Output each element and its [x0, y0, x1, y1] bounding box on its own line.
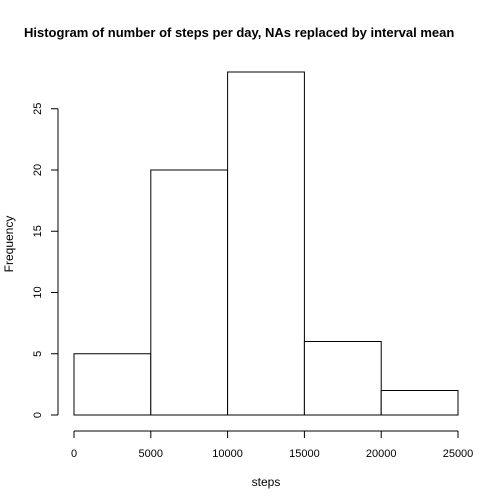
x-axis-label: steps — [252, 475, 281, 489]
chart-title: Histogram of number of steps per day, NA… — [24, 25, 454, 40]
y-tick-label-0: 0 — [32, 412, 44, 418]
y-tick-label-2: 10 — [32, 286, 44, 298]
bars-group — [73, 71, 459, 416]
y-tick-label-4: 20 — [32, 164, 44, 176]
x-tick-label-5: 25000 — [443, 448, 474, 460]
histogram-bar-4 — [380, 390, 459, 416]
x-axis: 0 5000 10000 15000 20000 25000 — [71, 430, 474, 460]
x-tick-label-2: 10000 — [212, 448, 243, 460]
x-tick-label-3: 15000 — [289, 448, 320, 460]
y-tick-label-1: 5 — [32, 351, 44, 357]
y-tick-label-3: 15 — [32, 225, 44, 237]
y-axis: 0 5 10 15 20 25 — [32, 103, 59, 418]
histogram-bar-0 — [73, 353, 152, 416]
histogram-bar-3 — [303, 341, 382, 416]
x-tick-label-0: 0 — [71, 448, 77, 460]
y-axis-label: Frequency — [2, 216, 16, 273]
histogram-bar-2 — [227, 71, 305, 416]
y-tick-label-5: 25 — [32, 103, 44, 115]
x-tick-label-4: 20000 — [366, 448, 397, 460]
x-tick-label-1: 5000 — [139, 448, 163, 460]
histogram-bar-1 — [150, 169, 229, 416]
